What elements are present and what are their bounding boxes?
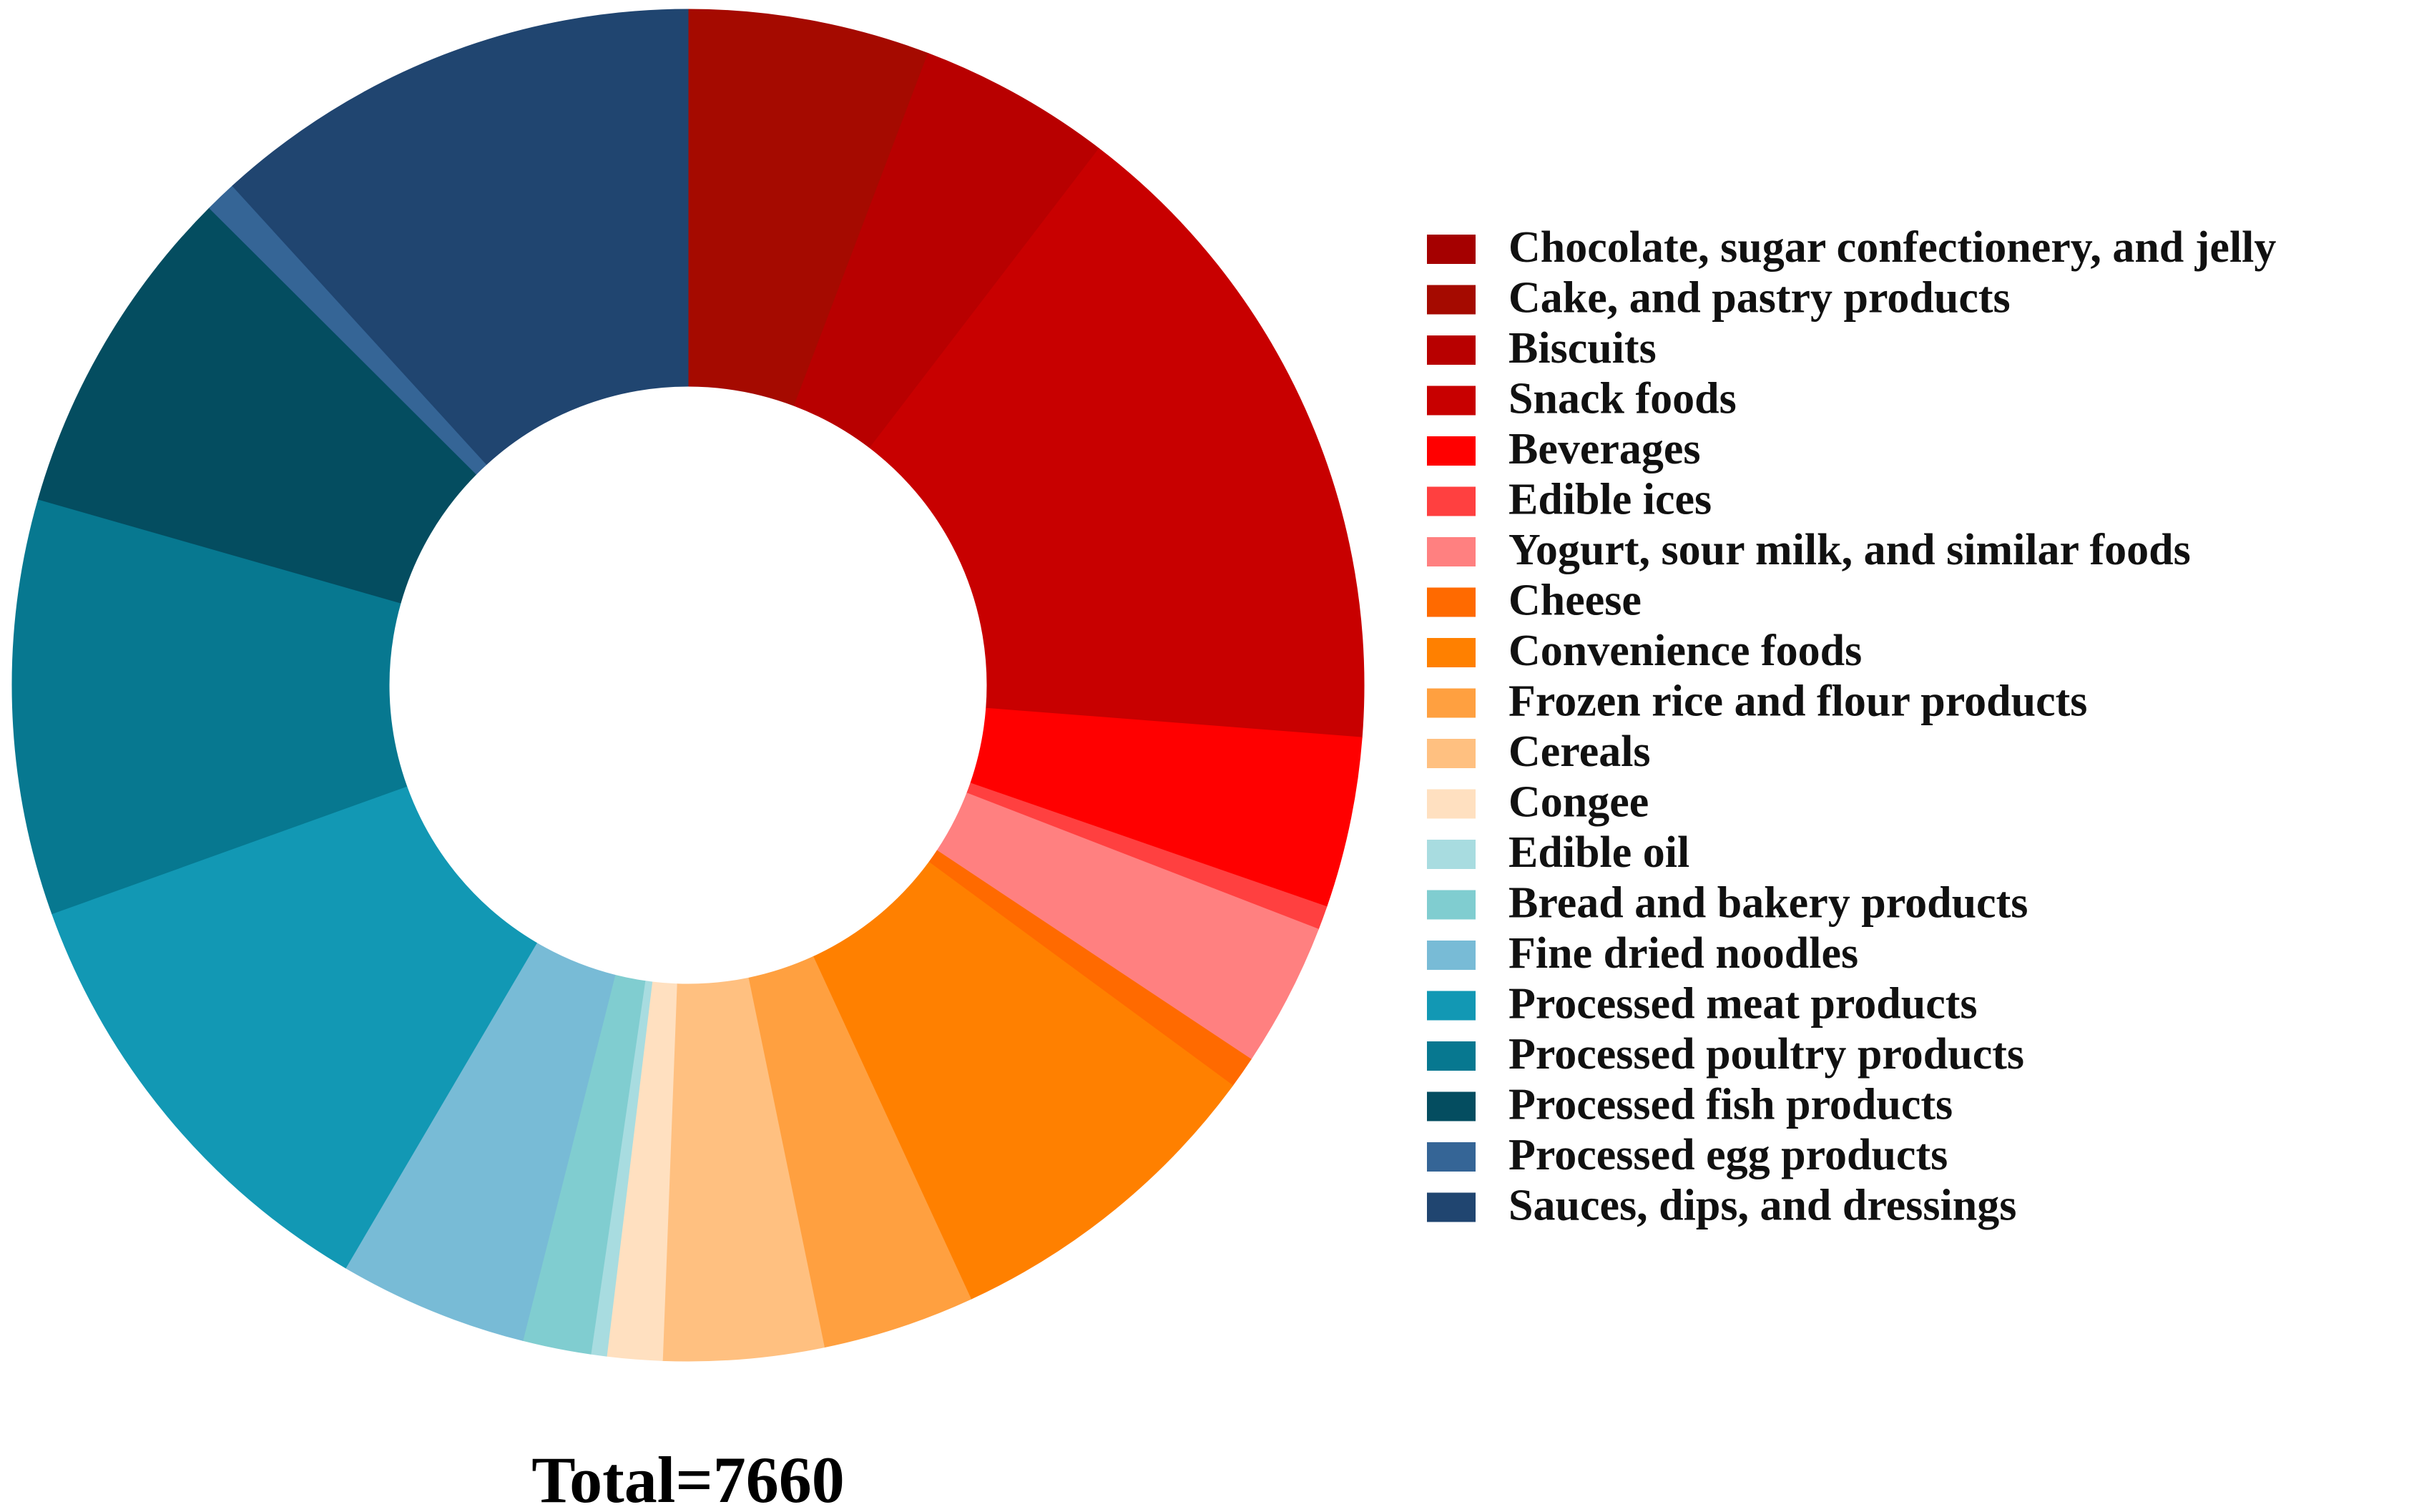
legend-item-cheese: Cheese <box>1427 576 1642 625</box>
legend-label: Congee <box>1508 778 1649 827</box>
legend-swatch <box>1427 1192 1476 1222</box>
legend-swatch <box>1427 486 1476 516</box>
legend-item-fine-dried-noodles: Fine dried noodles <box>1427 929 1858 978</box>
total-label: Total=7660 <box>531 1443 845 1512</box>
slice-snack-foods <box>869 148 1365 738</box>
legend-label: Edible oil <box>1508 828 1689 877</box>
legend-item-sauces-dips-and-dressings: Sauces, dips, and dressings <box>1427 1182 2016 1230</box>
legend-item-processed-egg-products: Processed egg products <box>1427 1131 1948 1179</box>
slice-cake-and-pastry-products <box>687 9 929 406</box>
slice-processed-poultry-products <box>11 499 408 915</box>
legend-swatch <box>1427 1041 1476 1071</box>
legend-item-cake-and-pastry-products: Cake, and pastry products <box>1427 274 2011 323</box>
legend-swatch <box>1427 1091 1476 1121</box>
legend-label: Convenience foods <box>1508 627 1862 675</box>
legend-swatch <box>1427 890 1476 920</box>
legend-item-yogurt-sour-milk-and-similar-foods: Yogurt, sour milk, and similar foods <box>1427 526 2191 574</box>
legend-swatch <box>1427 840 1476 869</box>
legend-item-edible-ices: Edible ices <box>1427 476 1712 524</box>
legend-item-convenience-foods: Convenience foods <box>1427 627 1862 675</box>
legend-label: Sauces, dips, and dressings <box>1508 1182 2016 1230</box>
legend-swatch <box>1427 941 1476 970</box>
legend-item-biscuits: Biscuits <box>1427 324 1657 373</box>
legend-label: Processed meat products <box>1508 980 1978 1029</box>
legend-swatch <box>1427 789 1476 819</box>
legend-label: Cheese <box>1508 576 1642 625</box>
legend-item-snack-foods: Snack foods <box>1427 375 1737 423</box>
legend-label: Processed fish products <box>1508 1081 1953 1129</box>
legend-swatch <box>1427 285 1476 315</box>
donut-slices <box>11 9 1365 1362</box>
legend-swatch <box>1427 991 1476 1021</box>
legend-item-processed-meat-products: Processed meat products <box>1427 980 1978 1029</box>
legend-item-beverages: Beverages <box>1427 425 1701 473</box>
legend-swatch <box>1427 386 1476 416</box>
legend-label: Fine dried noodles <box>1508 929 1858 978</box>
legend-label: Processed poultry products <box>1508 1030 2024 1079</box>
legend-swatch <box>1427 537 1476 566</box>
legend-label: Snack foods <box>1508 375 1737 423</box>
legend: Chocolate, sugar confectionery, and jell… <box>1427 223 2276 1230</box>
legend-item-congee: Congee <box>1427 778 1649 827</box>
legend-item-edible-oil: Edible oil <box>1427 828 1689 877</box>
legend-swatch <box>1427 335 1476 365</box>
legend-label: Biscuits <box>1508 324 1657 373</box>
slice-convenience-foods <box>813 861 1234 1300</box>
legend-label: Yogurt, sour milk, and similar foods <box>1508 526 2191 574</box>
legend-label: Beverages <box>1508 425 1701 473</box>
legend-item-cereals: Cereals <box>1427 727 1651 776</box>
legend-label: Frozen rice and flour products <box>1508 677 2087 726</box>
slice-processed-meat-products <box>51 785 537 1269</box>
legend-swatch <box>1427 638 1476 667</box>
legend-item-frozen-rice-and-flour-products: Frozen rice and flour products <box>1427 677 2087 726</box>
legend-swatch <box>1427 1142 1476 1172</box>
legend-item-chocolate-sugar-confectionery-and-jelly: Chocolate, sugar confectionery, and jell… <box>1427 223 2276 272</box>
legend-label: Processed egg products <box>1508 1131 1948 1179</box>
legend-label: Cereals <box>1508 727 1651 776</box>
legend-item-bread-and-bakery-products: Bread and bakery products <box>1427 879 2028 928</box>
legend-item-processed-fish-products: Processed fish products <box>1427 1081 1953 1129</box>
legend-label: Cake, and pastry products <box>1508 274 2011 323</box>
legend-swatch <box>1427 739 1476 768</box>
legend-swatch <box>1427 688 1476 718</box>
legend-label: Bread and bakery products <box>1508 879 2028 928</box>
legend-label: Chocolate, sugar confectionery, and jell… <box>1508 223 2276 272</box>
slice-sauces-dips-and-dressings <box>232 9 689 465</box>
legend-item-processed-poultry-products: Processed poultry products <box>1427 1030 2024 1079</box>
slice-processed-fish-products <box>37 207 477 604</box>
legend-swatch <box>1427 235 1476 264</box>
legend-swatch <box>1427 587 1476 617</box>
legend-swatch <box>1427 436 1476 466</box>
legend-label: Edible ices <box>1508 476 1712 524</box>
